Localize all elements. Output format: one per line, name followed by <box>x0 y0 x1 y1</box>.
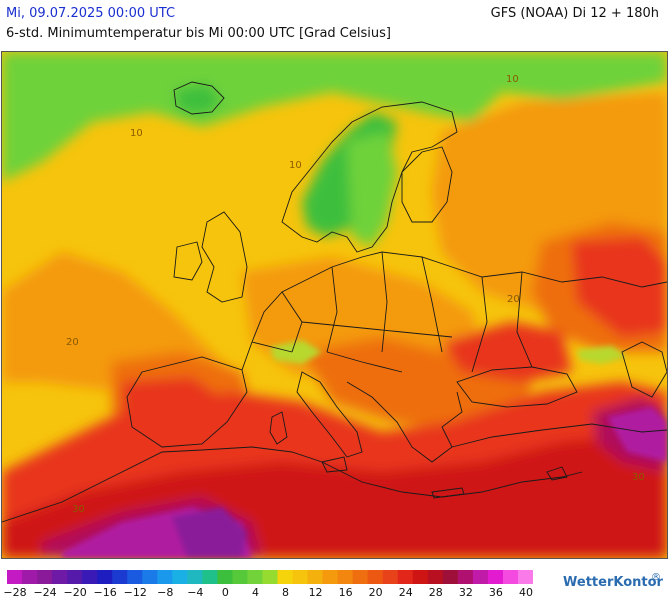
coast-sardinia <box>269 411 288 445</box>
coast-sicily <box>321 456 348 473</box>
legend-swatch <box>337 570 354 584</box>
coast-italy <box>296 371 363 458</box>
coast-finland <box>401 146 453 223</box>
field-iceland-green <box>174 84 222 114</box>
field-sweden-green <box>347 132 397 247</box>
legend-swatch <box>52 570 68 584</box>
registered-mark-icon: ® <box>651 572 661 583</box>
temperature-map: 10 10 10 20 20 30 30 <box>1 51 668 559</box>
map-subtitle: 6-std. Minimumtemperatur bis Mi 00:00 UT… <box>6 26 391 41</box>
field-ukraine-red <box>442 322 572 382</box>
coast-scandinavia <box>281 101 458 253</box>
contour-label: 20 <box>507 294 520 305</box>
contour-label: 10 <box>289 160 302 171</box>
coast-iberia <box>126 356 248 448</box>
field-russia-red <box>572 237 667 337</box>
legend-swatch <box>397 570 414 584</box>
map-canvas: 10 10 10 20 20 30 30 <box>2 52 667 558</box>
coast-cyprus <box>546 466 568 481</box>
legend-swatch <box>517 570 533 584</box>
contour-label: 30 <box>632 472 645 483</box>
legend-swatch <box>277 570 294 584</box>
legend-swatch <box>262 570 279 584</box>
wetterkontor-logo: WetterKontor <box>563 575 663 590</box>
legend-swatch <box>457 570 474 584</box>
legend-swatch <box>442 570 459 584</box>
coast-caspian <box>621 341 667 398</box>
field-arabia-magenta <box>607 407 667 462</box>
contour-label: 10 <box>506 74 519 85</box>
color-legend <box>7 570 533 584</box>
contour-label: 30 <box>72 504 85 515</box>
legend-tick-label: −28 <box>3 586 27 599</box>
legend-swatch <box>352 570 369 584</box>
contour-label: 10 <box>130 128 143 139</box>
legend-swatch <box>247 570 263 584</box>
legend-swatch <box>322 570 339 584</box>
legend-swatch <box>142 570 158 584</box>
legend-swatch <box>217 570 233 584</box>
legend-swatch <box>127 570 143 584</box>
legend-ticks: −28 −24 −20 −16 −12 −8 −4 0 4 8 12 16 20 24 28 32 36 40 <box>3 586 537 600</box>
legend-tick-label: 16 <box>338 586 353 599</box>
legend-tick-label: −4 <box>187 586 204 599</box>
legend-swatch <box>97 570 113 584</box>
legend-swatch <box>82 570 98 584</box>
legend-swatch <box>232 570 248 584</box>
field-iberia-red <box>122 377 227 447</box>
field-arctic <box>2 52 667 182</box>
coast-balkans <box>346 381 463 463</box>
field-sahara-purple <box>172 507 247 558</box>
coast-mainland <box>241 251 667 371</box>
coast-iceland <box>173 81 225 115</box>
legend-tick-label: −8 <box>157 586 174 599</box>
legend-tick-label: 20 <box>368 586 383 599</box>
coast-blacksea <box>456 366 578 408</box>
legend-swatch <box>22 570 38 584</box>
legend-swatch <box>307 570 324 584</box>
legend-tick-label: 8 <box>282 586 289 599</box>
legend-tick-label: 32 <box>458 586 473 599</box>
model-run: GFS (NOAA) Di 12 + 180h <box>490 6 659 21</box>
legend-swatch <box>187 570 203 584</box>
legend-tick-label: 24 <box>398 586 413 599</box>
legend-swatch <box>427 570 444 584</box>
legend-swatch <box>367 570 384 584</box>
legend-swatch <box>487 570 504 584</box>
legend-tick-label: 12 <box>308 586 323 599</box>
legend-swatch <box>382 570 399 584</box>
legend-swatch <box>172 570 188 584</box>
legend-swatch <box>502 570 519 584</box>
legend-tick-label: −16 <box>93 586 117 599</box>
legend-tick-label: 36 <box>488 586 503 599</box>
coast-crete <box>431 487 465 499</box>
legend-tick-label: −12 <box>123 586 147 599</box>
field-caucasus-green <box>577 346 627 364</box>
legend-swatch <box>7 570 23 584</box>
legend-swatch <box>37 570 53 584</box>
legend-swatch <box>202 570 218 584</box>
legend-swatch <box>157 570 173 584</box>
coast-britain <box>201 211 248 303</box>
legend-tick-label: −24 <box>33 586 57 599</box>
legend-swatch <box>412 570 429 584</box>
coast-ireland <box>173 241 203 281</box>
legend-swatch <box>67 570 83 584</box>
legend-tick-label: 40 <box>518 586 533 599</box>
legend-swatch <box>292 570 309 584</box>
legend-swatch <box>472 570 489 584</box>
legend-tick-label: 4 <box>251 586 259 599</box>
map-date: Mi, 09.07.2025 00:00 UTC <box>6 6 176 21</box>
legend-swatch <box>112 570 128 584</box>
legend-tick-label: 0 <box>221 586 229 599</box>
field-alps-green <box>270 340 322 364</box>
contour-label: 20 <box>66 337 79 348</box>
legend-tick-label: 28 <box>428 586 443 599</box>
legend-tick-label: −20 <box>63 586 87 599</box>
coast-turkey <box>451 423 667 448</box>
border-lines <box>251 251 533 373</box>
